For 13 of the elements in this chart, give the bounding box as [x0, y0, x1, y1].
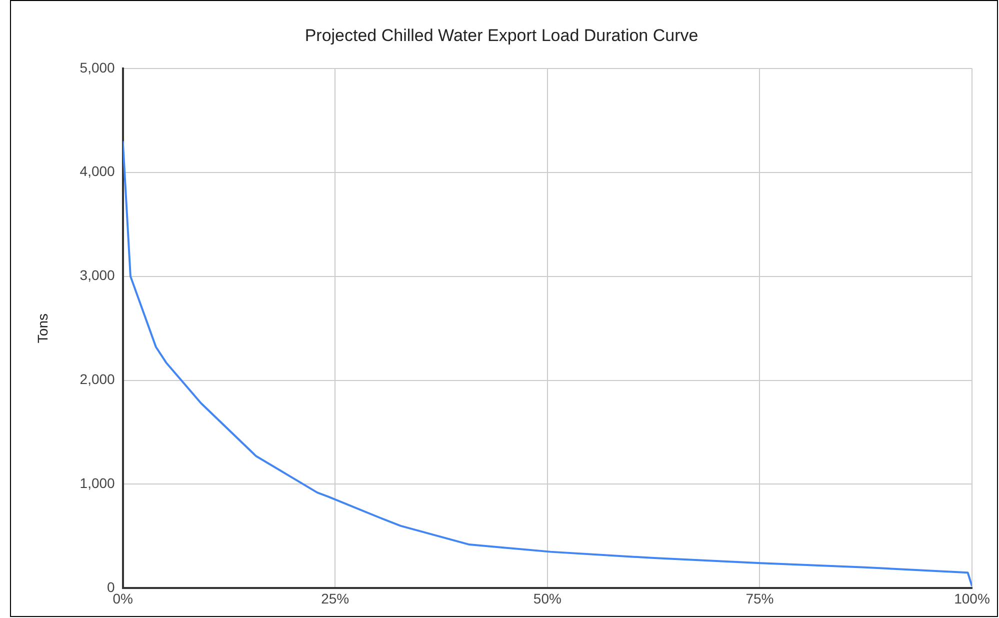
y-axis-title: Tons: [34, 314, 50, 344]
x-tick-label: 75%: [746, 590, 774, 606]
y-tick-label: 5,000: [80, 59, 116, 76]
y-tick-label: 3,000: [80, 267, 116, 284]
chart-title: Projected Chilled Water Export Load Duration Curve: [304, 26, 698, 45]
y-tick-label: 4,000: [80, 163, 116, 180]
y-tick-label: 0: [107, 579, 116, 596]
x-tick-label: 100%: [954, 590, 990, 606]
x-tick-label: 25%: [321, 590, 350, 606]
y-tick-label: 1,000: [80, 475, 116, 492]
x-tick-label: 0%: [112, 590, 133, 606]
x-tick-label: 50%: [533, 590, 562, 606]
y-tick-label: 2,000: [80, 371, 116, 388]
